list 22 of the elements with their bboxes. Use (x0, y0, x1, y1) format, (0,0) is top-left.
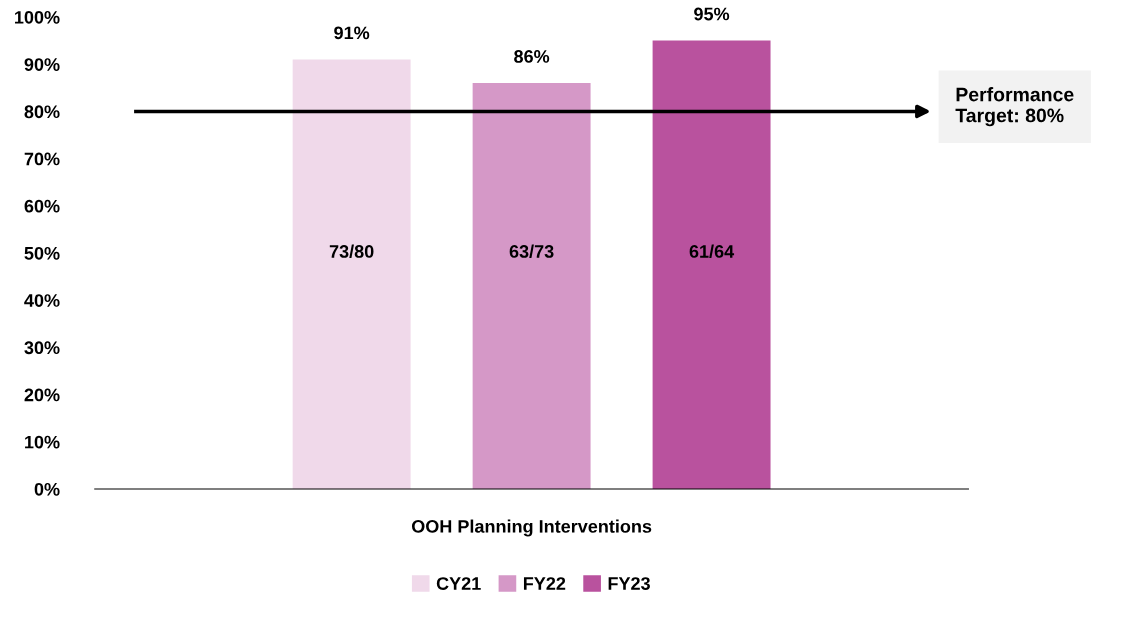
ref-line-label: Performance Target: 80% (955, 87, 1074, 127)
annotation: 63/73 (509, 244, 554, 259)
y-tick-label: 20% (24, 388, 60, 402)
legend-label: CY21 (436, 577, 481, 590)
y-tick-label: 40% (24, 294, 60, 307)
data-label: 95% (694, 7, 730, 21)
y-tick-label: 30% (24, 341, 60, 355)
annotation: 73/80 (329, 244, 374, 259)
annotation: 61/64 (689, 244, 735, 259)
y-tick-label: 70% (24, 152, 60, 166)
x-tick-label: OOH Planning Interventions (411, 519, 652, 537)
y-tick-label: 90% (24, 58, 60, 71)
y-tick-label: 10% (25, 435, 60, 449)
y-tick-label: 50% (24, 246, 60, 260)
data-label: 86% (514, 50, 550, 63)
legend-label: FY22 (523, 577, 566, 590)
legend-label: FY23 (608, 577, 650, 590)
data-label: 91% (334, 26, 370, 40)
y-tick-label: 100% (15, 10, 60, 24)
y-tick-label: 60% (24, 199, 60, 213)
y-tick-label: 0% (34, 482, 60, 496)
y-tick-label: 80% (24, 105, 60, 119)
